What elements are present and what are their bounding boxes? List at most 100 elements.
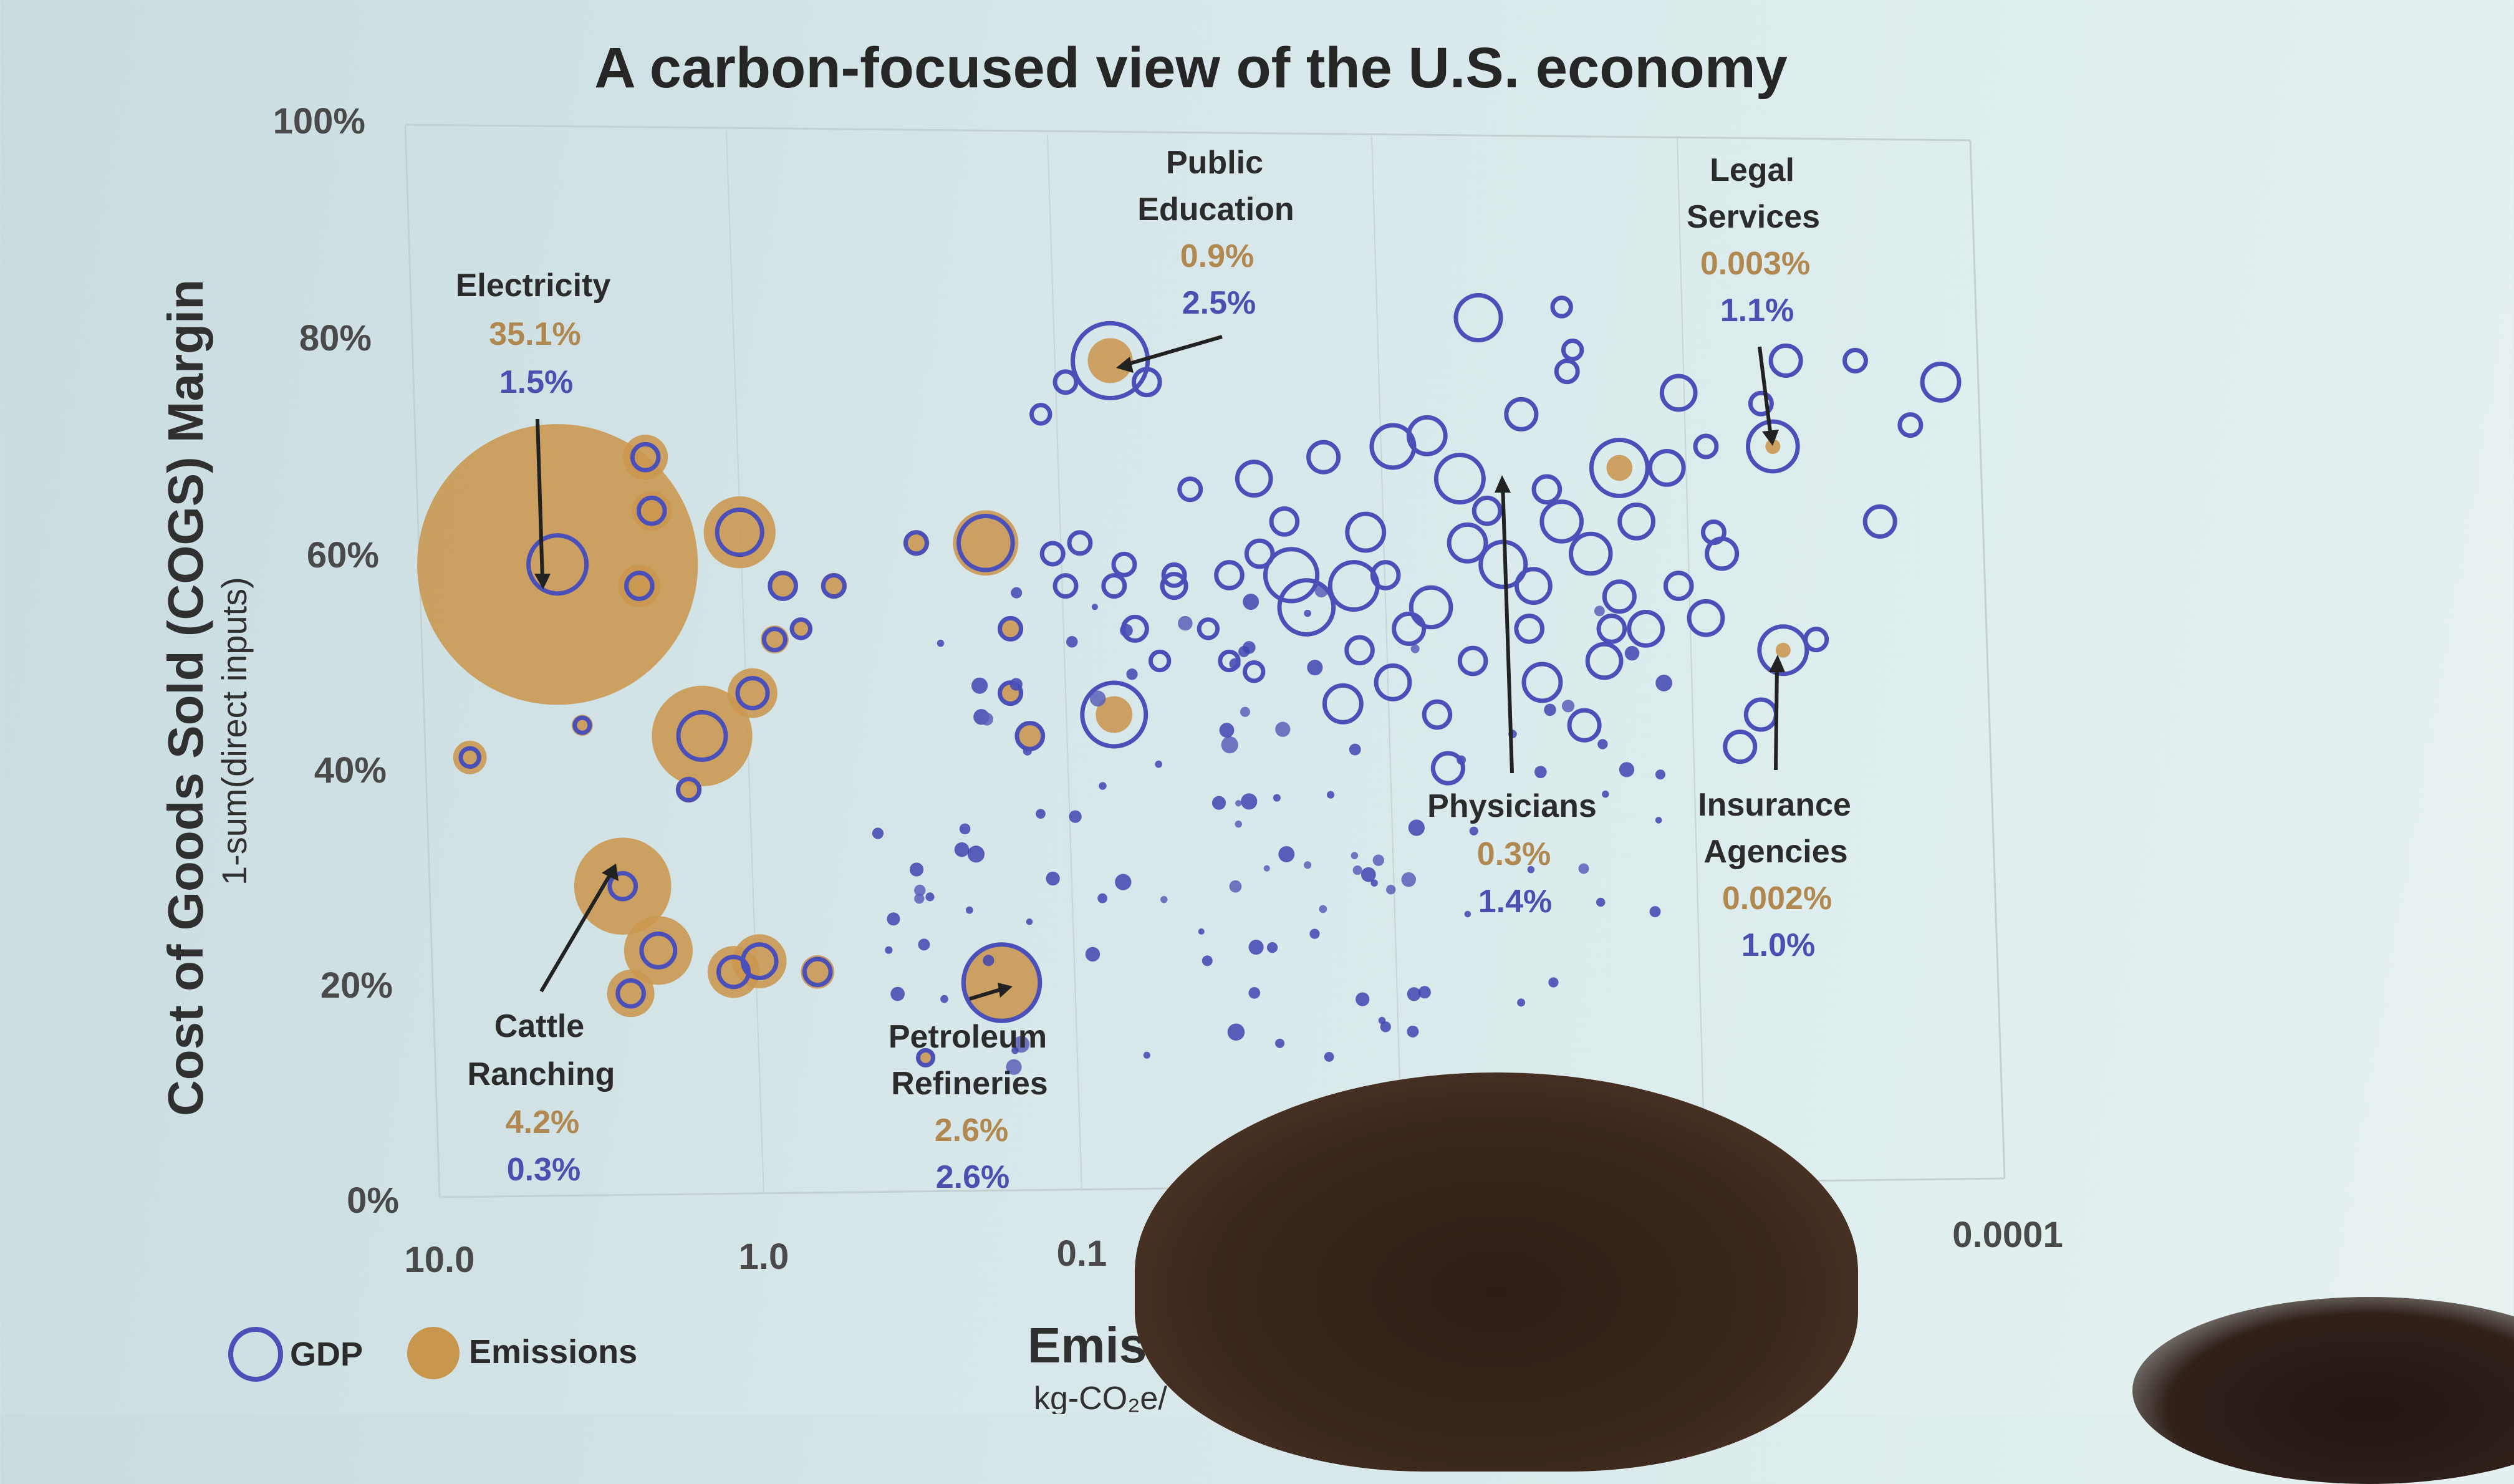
y-axis-title: Cost of Goods Sold (COGS) Margin bbox=[158, 279, 213, 1116]
gdp-bubble bbox=[572, 715, 592, 735]
minor-dot bbox=[1240, 706, 1251, 717]
minor-dots bbox=[872, 584, 1672, 1075]
gdp-bubble bbox=[1515, 567, 1553, 605]
emissions-bubble bbox=[574, 837, 672, 935]
emissions-bubble bbox=[732, 934, 787, 988]
minor-dot bbox=[1649, 906, 1661, 918]
minor-dot bbox=[1380, 1021, 1391, 1033]
gridline-vertical bbox=[1677, 137, 1706, 1185]
minor-dot bbox=[1352, 865, 1362, 875]
minor-dot bbox=[1561, 700, 1575, 713]
minor-dot bbox=[1408, 819, 1425, 836]
gdp-bubble bbox=[676, 776, 702, 802]
gdp-bubble bbox=[1430, 751, 1465, 786]
emissions-bubble bbox=[652, 685, 753, 787]
annotation-cattle-ranching: Cattle Ranching 4.2% 0.3% bbox=[468, 1008, 615, 1188]
x-tick-label: 10.0 bbox=[405, 1240, 475, 1280]
annotation-name: Refineries bbox=[891, 1066, 1048, 1102]
gdp-bubble bbox=[761, 627, 787, 653]
annotation-name: Cattle bbox=[494, 1008, 584, 1044]
minor-dot bbox=[1410, 644, 1420, 653]
minor-dot bbox=[1386, 885, 1396, 895]
gdp-bubble bbox=[1039, 541, 1066, 567]
gridline-vertical bbox=[1047, 133, 1082, 1192]
emissions-bubble bbox=[1606, 455, 1633, 481]
minor-dot bbox=[885, 946, 893, 954]
emissions-bubble bbox=[417, 424, 698, 705]
minor-dot bbox=[980, 712, 994, 726]
minor-dot bbox=[1275, 721, 1291, 737]
annotation-emissions: 4.2% bbox=[506, 1104, 580, 1140]
gdp-bubble bbox=[458, 746, 481, 769]
y-tick-label: 0% bbox=[347, 1180, 399, 1221]
minor-dot bbox=[909, 862, 924, 877]
arrow-legal-services bbox=[1758, 346, 1773, 437]
minor-dot bbox=[967, 846, 985, 863]
minor-dot bbox=[887, 912, 900, 926]
minor-dot bbox=[1219, 723, 1235, 738]
minor-dot bbox=[1085, 947, 1100, 962]
gdp-bubble bbox=[624, 571, 655, 601]
minor-dot bbox=[1319, 905, 1327, 913]
gdp-bubble bbox=[1409, 585, 1453, 630]
annotation-emissions: 0.003% bbox=[1700, 246, 1810, 282]
minor-dot bbox=[1309, 928, 1320, 939]
gdp-bubble bbox=[1748, 390, 1774, 417]
minor-dot bbox=[1229, 880, 1242, 893]
minor-dot bbox=[914, 884, 926, 897]
gdp-bubble bbox=[676, 710, 728, 762]
annotation-name: Electricity bbox=[456, 267, 611, 304]
minor-dot bbox=[914, 894, 925, 904]
minor-dot bbox=[1407, 987, 1421, 1001]
gdp-bubble bbox=[1067, 530, 1093, 556]
minor-dot bbox=[940, 995, 948, 1003]
emissions-bubble bbox=[624, 916, 693, 985]
gdp-bubble bbox=[1589, 437, 1650, 498]
gdp-bubble bbox=[802, 956, 833, 988]
annotation-name: Physicians bbox=[1427, 788, 1597, 824]
plot-top-border bbox=[405, 123, 1971, 142]
annotation-gdp: 0.3% bbox=[507, 1152, 581, 1188]
gdp-bubble bbox=[1471, 495, 1503, 526]
gdp-bubble bbox=[1374, 663, 1412, 701]
annotation-gdp: 1.5% bbox=[499, 364, 574, 400]
gdp-bubble bbox=[615, 978, 646, 1009]
gdp-bubble bbox=[1052, 369, 1079, 395]
gdp-bubble bbox=[1269, 506, 1300, 537]
gdp-bubble bbox=[903, 530, 929, 556]
gdp-bubble bbox=[1132, 367, 1162, 398]
chart-title: A carbon-focused view of the U.S. econom… bbox=[594, 36, 1788, 100]
gdp-bubble bbox=[1243, 660, 1266, 683]
gdp-bubble bbox=[1392, 611, 1427, 646]
y-axis-ticks: 0% 20% 40% 60% 80% 100% bbox=[273, 101, 399, 1221]
minor-dot bbox=[1227, 1023, 1245, 1041]
minor-dot bbox=[1304, 609, 1311, 617]
minor-dot bbox=[1324, 1052, 1334, 1062]
gdp-bubble bbox=[1743, 697, 1778, 732]
gdp-bubble bbox=[1693, 433, 1719, 460]
minor-dot bbox=[1655, 769, 1665, 780]
gdp-bubble bbox=[1052, 573, 1079, 599]
gdp-bubble bbox=[1842, 347, 1868, 373]
gdp-bubble bbox=[1197, 617, 1220, 640]
emissions-bubble bbox=[953, 510, 1019, 576]
gdp-bubble bbox=[1111, 551, 1137, 577]
x-axis-ticks: 10.0 1.0 0.1 0.0001 bbox=[405, 1215, 2063, 1280]
minor-dot bbox=[1238, 645, 1250, 657]
gdp-bubble bbox=[1647, 449, 1686, 487]
x-axis-subtitle: kg-CO₂e/ bbox=[1034, 1380, 1167, 1414]
gdp-bubble bbox=[1101, 573, 1127, 599]
minor-dot bbox=[1517, 998, 1526, 1007]
minor-dot bbox=[1273, 794, 1281, 802]
gdp-bubble bbox=[639, 932, 678, 970]
minor-dot bbox=[1248, 940, 1264, 955]
arrow-physicians bbox=[1501, 483, 1514, 774]
legend-emissions-label: Emissions bbox=[469, 1333, 637, 1371]
emissions-bubble bbox=[1018, 724, 1042, 748]
minor-dot bbox=[1221, 736, 1238, 754]
gdp-bubble bbox=[1277, 578, 1336, 637]
minor-dot bbox=[1178, 615, 1193, 631]
minor-dot bbox=[1596, 897, 1606, 907]
gdp-bubble bbox=[1345, 511, 1387, 553]
gdp-bubble bbox=[1596, 614, 1627, 644]
